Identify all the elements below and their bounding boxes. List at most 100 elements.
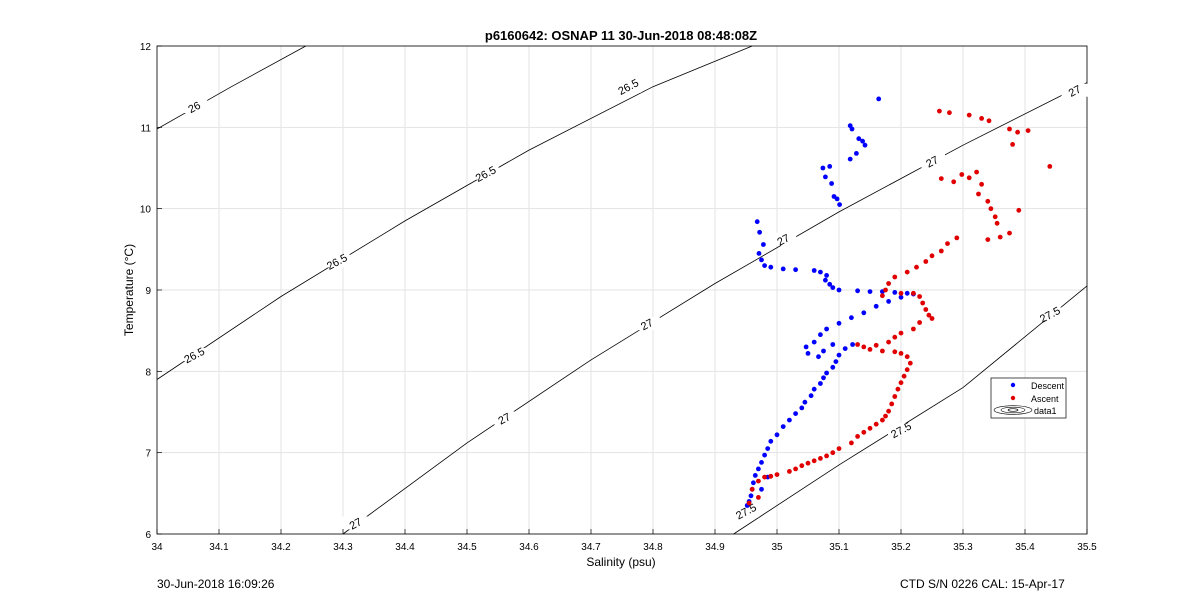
legend-ascent-label: Ascent	[1031, 394, 1059, 404]
contour-label-bg	[919, 154, 945, 168]
ascent-point	[799, 463, 805, 469]
ascent-point	[749, 486, 755, 492]
descent-point	[829, 181, 834, 186]
ascent-point	[756, 478, 761, 484]
descent-point	[759, 257, 764, 263]
ascent-point	[914, 264, 919, 270]
descent-point	[892, 290, 898, 295]
ascent-point	[830, 450, 836, 456]
contour-label: 27	[639, 317, 655, 333]
descent-point	[834, 196, 840, 202]
ascent-point	[880, 293, 885, 299]
x-tick-label: 35.5	[1077, 542, 1097, 553]
ascent-point	[994, 220, 1000, 226]
ascent-point	[966, 175, 972, 181]
contour-label: 27	[496, 411, 512, 427]
descent-point	[768, 438, 774, 444]
descent-point	[805, 351, 811, 356]
ascent-point	[855, 434, 860, 439]
descent-point	[821, 348, 826, 354]
footer-timestamp: 30-Jun-2018 16:09:26	[157, 577, 275, 591]
descent-point	[833, 359, 839, 364]
ascent-point	[836, 446, 842, 451]
x-tick-label: 34.4	[395, 542, 415, 553]
descent-point	[756, 251, 762, 256]
ascent-point	[892, 394, 898, 399]
descent-point	[799, 405, 805, 411]
contour-label-bg	[733, 504, 759, 518]
descent-point	[748, 493, 754, 499]
descent-point	[824, 370, 829, 376]
contour-label: 26	[186, 100, 202, 116]
contour-label-bg	[1061, 83, 1088, 97]
descent-point	[818, 269, 823, 275]
descent-point	[830, 364, 836, 370]
contour-label-bg	[323, 254, 350, 268]
descent-point	[751, 480, 756, 486]
ascent-point	[904, 269, 910, 275]
ascent-point	[988, 206, 994, 212]
ascent-point	[873, 421, 879, 427]
ascent-point	[762, 474, 767, 480]
descent-point	[803, 344, 809, 350]
x-axis-label: Salinity (psu)	[586, 555, 655, 569]
legend-descent-label: Descent	[1031, 381, 1065, 391]
contour-line-26-5	[156, 45, 753, 380]
ascent-point	[805, 460, 811, 466]
ascent-point	[954, 235, 960, 241]
descent-point	[836, 320, 842, 326]
descent-point	[823, 174, 828, 180]
ascent-point	[811, 458, 817, 464]
ascent-point	[898, 380, 904, 386]
descent-point	[757, 229, 762, 235]
descent-point	[842, 346, 848, 351]
ascent-point	[938, 176, 944, 182]
descent-point	[873, 303, 879, 309]
legend-contour-icon	[993, 405, 1033, 415]
descent-point	[824, 326, 829, 332]
contour-label-bg	[491, 411, 518, 425]
y-axis-ticks: 6 7 8 9 10 11 12	[140, 42, 162, 541]
x-tick-label: 34.5	[457, 542, 477, 553]
contour-label-bg	[181, 100, 208, 113]
y-tick-label: 8	[145, 367, 151, 378]
descent-point	[827, 164, 833, 169]
y-tick-label: 7	[145, 449, 151, 460]
descent-point	[904, 290, 910, 296]
y-axis-label: Temperature (°C)	[122, 244, 136, 336]
ascent-point	[855, 342, 860, 347]
ascent-point	[1025, 128, 1031, 134]
ascent-point	[892, 274, 898, 280]
y-tick-label: 9	[145, 286, 151, 297]
ascent-point	[880, 348, 885, 354]
contour-label: 27	[348, 516, 364, 532]
ascent-point	[929, 316, 935, 321]
descent-point	[854, 151, 859, 156]
contour-label: 27	[1067, 83, 1083, 99]
descent-point	[830, 285, 836, 290]
ascent-point	[774, 472, 780, 477]
ascent-point	[886, 339, 891, 345]
descent-point	[861, 310, 867, 316]
ascent-point	[898, 351, 904, 356]
descent-point	[856, 136, 862, 142]
ascent-point	[886, 281, 891, 286]
descent-point	[802, 399, 808, 405]
ascent-point	[976, 191, 981, 197]
descent-point	[820, 165, 826, 171]
descent-point	[886, 299, 891, 304]
legend-ascent-marker	[1010, 395, 1016, 401]
ascent-point	[768, 473, 774, 479]
x-tick-label: 34.3	[333, 542, 353, 553]
ascent-point	[756, 495, 761, 500]
ascent-point	[849, 440, 854, 446]
contour-line-26	[156, 45, 306, 130]
descent-point	[811, 268, 817, 273]
ascent-point	[997, 234, 1003, 240]
legend-descent-marker	[1010, 382, 1016, 388]
ascent-point	[979, 116, 984, 121]
contour-label-bg	[472, 166, 499, 180]
ascent-point	[937, 108, 942, 114]
ascent-point	[867, 347, 873, 352]
